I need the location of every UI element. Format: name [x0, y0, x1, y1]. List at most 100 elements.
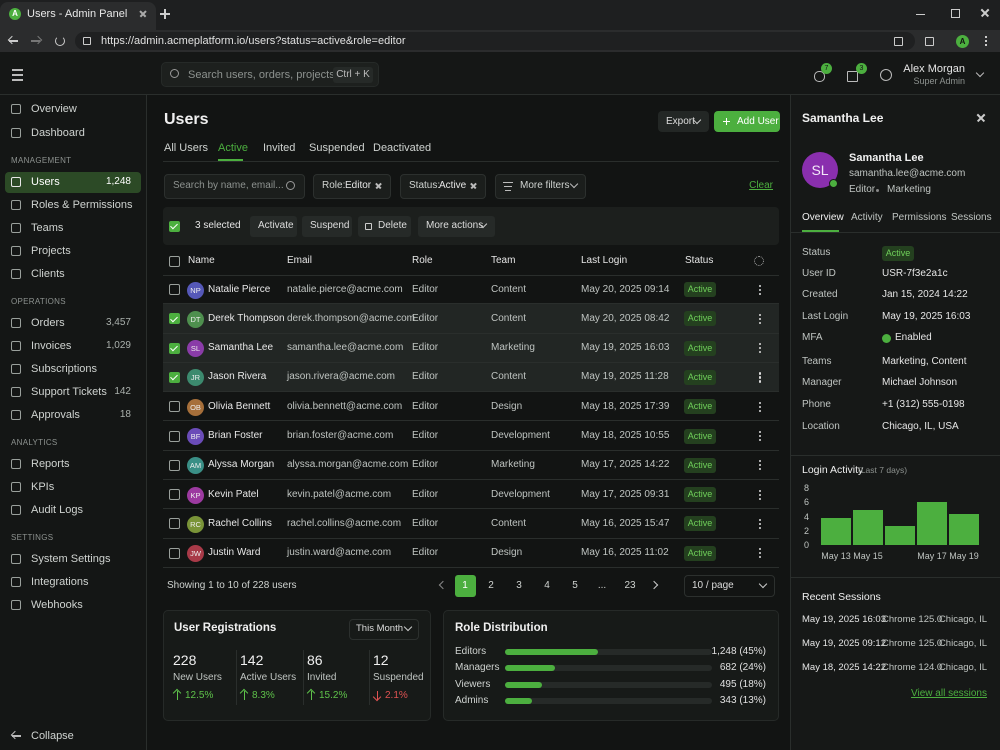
bulk-action[interactable] — [302, 216, 352, 237]
export-button[interactable] — [658, 111, 709, 132]
table-row[interactable] — [163, 362, 779, 393]
field-label: Manager — [802, 377, 842, 388]
bulk-action[interactable] — [358, 216, 411, 237]
tab[interactable]: Suspended — [309, 142, 365, 154]
nav-item[interactable]: Support Tickets — [31, 386, 107, 398]
user-name: Rachel Collins — [208, 517, 272, 529]
user-team: Design — [491, 400, 523, 412]
checkbox[interactable] — [168, 518, 180, 530]
stat-change: 8.3% — [252, 690, 275, 701]
period-select[interactable] — [349, 619, 419, 640]
role-name: Viewers — [455, 678, 491, 690]
nav-item[interactable]: Users — [31, 176, 60, 188]
nav-item[interactable]: KPIs — [31, 481, 55, 493]
nav-item[interactable]: Integrations — [31, 576, 89, 588]
per-page[interactable] — [684, 575, 775, 597]
page-number[interactable]: 4 — [544, 580, 550, 591]
checkbox[interactable] — [168, 489, 180, 501]
status-badge: Active — [684, 282, 716, 297]
stat-value: 228 — [173, 652, 197, 668]
icon — [11, 341, 21, 351]
table-row[interactable] — [163, 304, 779, 334]
bar — [853, 510, 883, 545]
filter-icon — [504, 186, 512, 188]
table-row[interactable] — [163, 451, 779, 481]
nav-item[interactable]: Reports — [31, 458, 70, 470]
tab[interactable]: Invited — [263, 142, 296, 154]
nav-item[interactable]: Dashboard — [31, 127, 85, 139]
nav-item[interactable]: Projects — [31, 245, 71, 257]
table-row[interactable] — [163, 480, 779, 510]
back — [9, 40, 18, 42]
detail-tab[interactable]: Activity — [851, 212, 883, 223]
checkbox[interactable] — [168, 313, 180, 325]
field-label: Teams — [802, 356, 832, 367]
table-row[interactable] — [163, 422, 779, 451]
tab[interactable]: Active — [218, 142, 248, 154]
nav-item[interactable]: Webhooks — [31, 599, 83, 611]
detail-tab[interactable]: Permissions — [892, 212, 947, 223]
field-value: USR-7f3e2a1c — [882, 268, 948, 279]
table-row[interactable] — [163, 333, 779, 363]
checkbox[interactable] — [168, 401, 180, 413]
nav-item[interactable]: Subscriptions — [31, 363, 98, 375]
page-number[interactable]: ... — [597, 580, 607, 591]
stat-label: Active Users — [240, 672, 297, 683]
page-number[interactable]: 3 — [516, 580, 522, 591]
page-number[interactable]: 1 — [462, 580, 468, 591]
user-role: Editor — [412, 459, 439, 471]
checkbox[interactable] — [168, 547, 180, 559]
nav-item[interactable]: Audit Logs — [31, 504, 83, 516]
detail-tab[interactable]: Sessions — [951, 212, 992, 223]
filter-search[interactable] — [164, 174, 305, 199]
user-role: Editor — [412, 517, 439, 529]
checkbox[interactable] — [168, 255, 180, 267]
row-border — [163, 275, 779, 276]
url-box — [75, 32, 915, 50]
tab[interactable]: Deactivated — [373, 142, 432, 154]
nav-item[interactable]: Roles & Permissions — [31, 199, 133, 211]
nav-item[interactable]: Clients — [31, 268, 65, 280]
checkbox[interactable] — [168, 220, 180, 232]
nav-item[interactable]: Teams — [31, 222, 64, 234]
stat-value: 12 — [373, 652, 389, 668]
row-menu-dot — [758, 317, 761, 320]
clear-link[interactable]: Clear — [749, 180, 773, 191]
detail-team: Marketing — [887, 184, 931, 195]
nav-item[interactable]: System Settings — [31, 553, 111, 565]
detail-tab[interactable]: Overview — [802, 212, 844, 223]
table-row[interactable] — [163, 275, 779, 305]
page-number[interactable]: 23 — [624, 580, 636, 591]
role-bar — [505, 665, 555, 672]
checkbox[interactable] — [168, 284, 180, 295]
add-user-button[interactable] — [714, 111, 780, 132]
user-email: alyssa.morgan@acme.com — [287, 459, 409, 471]
collapse[interactable]: Collapse — [31, 730, 74, 742]
view-all-link[interactable]: View all sessions — [911, 688, 987, 699]
bulk-action[interactable] — [418, 216, 495, 237]
avatar: BF — [187, 428, 204, 445]
table-row[interactable] — [163, 509, 779, 539]
nav-item[interactable]: Approvals — [31, 409, 80, 421]
role-track — [505, 698, 712, 705]
nav-item[interactable]: Invoices — [31, 340, 72, 352]
checkbox[interactable] — [168, 342, 180, 354]
nav-item[interactable]: Overview — [31, 103, 77, 115]
nav-item[interactable]: Orders — [31, 317, 65, 329]
profile[interactable]: A — [956, 35, 969, 48]
bulk-action[interactable] — [250, 216, 297, 237]
table-row[interactable] — [163, 392, 779, 422]
page-number[interactable]: 2 — [488, 580, 494, 591]
nav-active[interactable] — [5, 172, 141, 193]
tab[interactable]: All Users — [164, 142, 209, 154]
add-user-label: Add User — [737, 116, 779, 127]
checkbox[interactable] — [168, 430, 180, 442]
table-row[interactable] — [163, 539, 779, 568]
icon — [893, 36, 903, 46]
page-number[interactable]: 5 — [572, 580, 578, 591]
stat-value: 142 — [240, 652, 264, 668]
column-header: Email — [287, 255, 313, 266]
checkbox[interactable] — [168, 459, 180, 471]
checkbox[interactable] — [168, 371, 180, 383]
user-team: Content — [491, 371, 527, 383]
